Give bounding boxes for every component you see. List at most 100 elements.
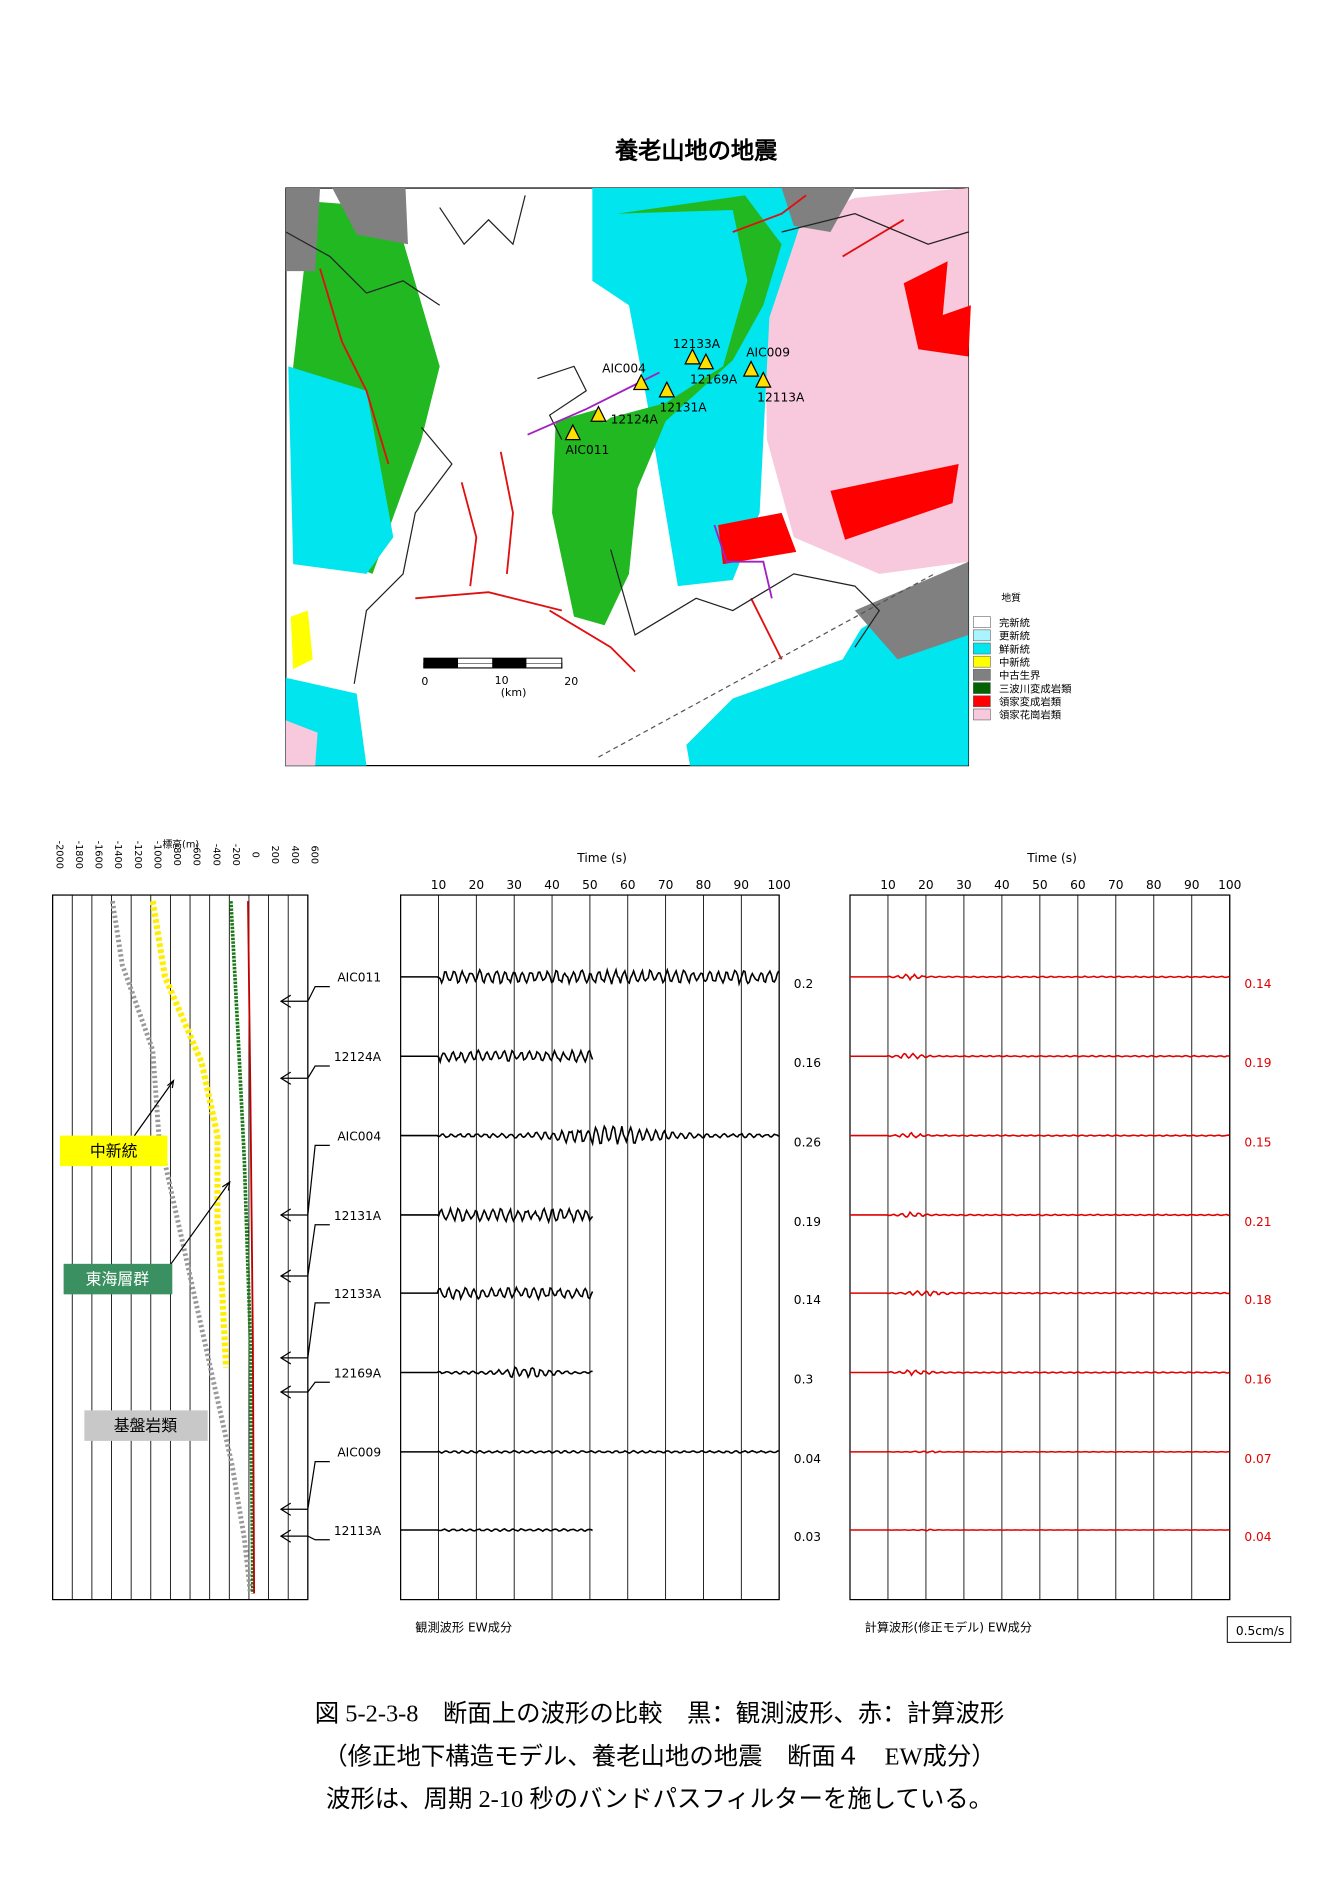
x-tick-label: 40 [544, 878, 560, 892]
caption-line: （修正地下構造モデル、養老山地の地震 断面４ EW成分） [323, 1743, 996, 1770]
label-box [59, 1135, 168, 1167]
depth-tick-label: -1400 [112, 841, 123, 869]
arrow-head [279, 1502, 292, 1516]
caption-line: 図 5-2-3-8 断面上の波形の比較 黒：観測波形、赤：計算波形 [315, 1701, 1004, 1728]
amplitude-label: 0.21 [1244, 1215, 1271, 1229]
legend-swatch [973, 642, 991, 655]
layer-curve [247, 901, 256, 1594]
pointer [280, 1144, 330, 1216]
x-tick-label: 20 [469, 878, 485, 892]
layer-curve [149, 900, 230, 1368]
amplitude-label: 0.03 [794, 1530, 821, 1544]
x-tick-label: 100 [1218, 878, 1241, 892]
legend-label: 三波川変成岩類 [999, 682, 1072, 695]
caption-line: 波形は、周期 2-10 秒のバンドパスフィルターを施している。 [326, 1786, 993, 1813]
station-marker [658, 380, 676, 398]
arrow-head [279, 1208, 292, 1222]
depth-tick-label: -1000 [151, 841, 162, 869]
station-label: AIC009 [746, 346, 790, 360]
waveform [400, 1205, 594, 1225]
panel-caption: 計算波形(修正モデル) EW成分 [865, 1619, 1032, 1634]
amplitude-label: 0.15 [1244, 1136, 1271, 1150]
legend-swatch [973, 695, 991, 708]
depth-tick-label: -200 [230, 844, 241, 866]
legend-label: 領家花崗岩類 [999, 709, 1062, 722]
pointer [280, 1224, 330, 1277]
depth-tick-label: 0 [250, 852, 261, 858]
station-label: 12113A [334, 1524, 382, 1538]
layer-label: 中新統 [90, 1141, 138, 1160]
axis-label: Time (s) [1026, 851, 1077, 865]
scale-label: 0 [421, 675, 428, 688]
x-tick-label: 70 [658, 878, 674, 892]
waveform [400, 1365, 593, 1380]
depth-tick-label: -1200 [132, 841, 143, 869]
pointer [280, 1381, 330, 1393]
station-label: AIC004 [602, 361, 646, 375]
legend-label: 中新統 [999, 656, 1030, 669]
layer-curve [110, 900, 253, 1594]
x-tick-label: 30 [506, 878, 522, 892]
scale-label: 20 [564, 675, 578, 688]
waveform [849, 1369, 1230, 1377]
station-label: 12131A [334, 1209, 382, 1223]
arrow-head [279, 1351, 292, 1365]
waveform [400, 1528, 593, 1533]
layer-label: 基盤岩類 [114, 1416, 178, 1435]
station-marker [564, 423, 582, 441]
legend-label: 鮮新統 [999, 643, 1030, 656]
waveform [849, 1528, 1230, 1532]
waveform [849, 973, 1230, 982]
waveform [849, 1131, 1230, 1139]
legend-label: 領家変成岩類 [999, 696, 1062, 709]
x-tick-label: 20 [918, 878, 934, 892]
x-tick-label: 30 [956, 878, 972, 892]
station-marker [684, 347, 701, 365]
station-label: AIC011 [337, 971, 381, 985]
panel-caption: 観測波形 EW成分 [415, 1620, 512, 1634]
waveform [849, 1210, 1230, 1218]
station-label: 12169A [334, 1366, 382, 1380]
waveform [400, 1449, 779, 1455]
amplitude-label: 0.04 [794, 1452, 821, 1466]
x-tick-label: 100 [768, 878, 791, 892]
waveform [849, 1450, 1230, 1454]
amplitude-label: 0.18 [1244, 1293, 1271, 1307]
depth-tick-label: -2000 [53, 841, 64, 869]
station-marker [632, 373, 650, 391]
x-tick-label: 10 [880, 878, 896, 892]
station-marker [754, 371, 772, 388]
waveform [400, 967, 780, 987]
depth-tick-label: 200 [269, 845, 280, 864]
legend-swatch [973, 629, 991, 642]
station-marker [697, 352, 715, 370]
x-tick-label: 70 [1108, 878, 1124, 892]
station-label: 12113A [757, 391, 805, 405]
pointer [280, 1302, 330, 1359]
pointer [280, 1461, 330, 1510]
x-tick-label: 60 [1070, 878, 1086, 892]
depth-frame [52, 894, 309, 1601]
label-box [63, 1263, 173, 1295]
arrow-head [279, 994, 292, 1008]
station-label: AIC004 [337, 1129, 381, 1143]
waveform [849, 1052, 1230, 1060]
legend-swatch [973, 708, 991, 721]
station-label: 12169A [690, 372, 738, 386]
arrow-head [279, 1071, 292, 1085]
layer-label: 東海層群 [86, 1270, 150, 1289]
amplitude-label: 0.19 [794, 1215, 821, 1229]
amplitude-label: 0.14 [1244, 977, 1271, 991]
arrow-head [279, 1269, 292, 1283]
depth-tick-label: -800 [171, 844, 182, 866]
legend-swatch [973, 616, 991, 628]
station-marker [742, 360, 760, 377]
amplitude-label: 0.26 [794, 1136, 821, 1150]
waveform [400, 1124, 780, 1147]
legend-label: 完新統 [999, 616, 1030, 629]
waveform [400, 1048, 594, 1065]
legend-label: 中古生界 [999, 669, 1040, 682]
amplitude-label: 0.3 [794, 1372, 813, 1386]
label-box [84, 1410, 208, 1441]
